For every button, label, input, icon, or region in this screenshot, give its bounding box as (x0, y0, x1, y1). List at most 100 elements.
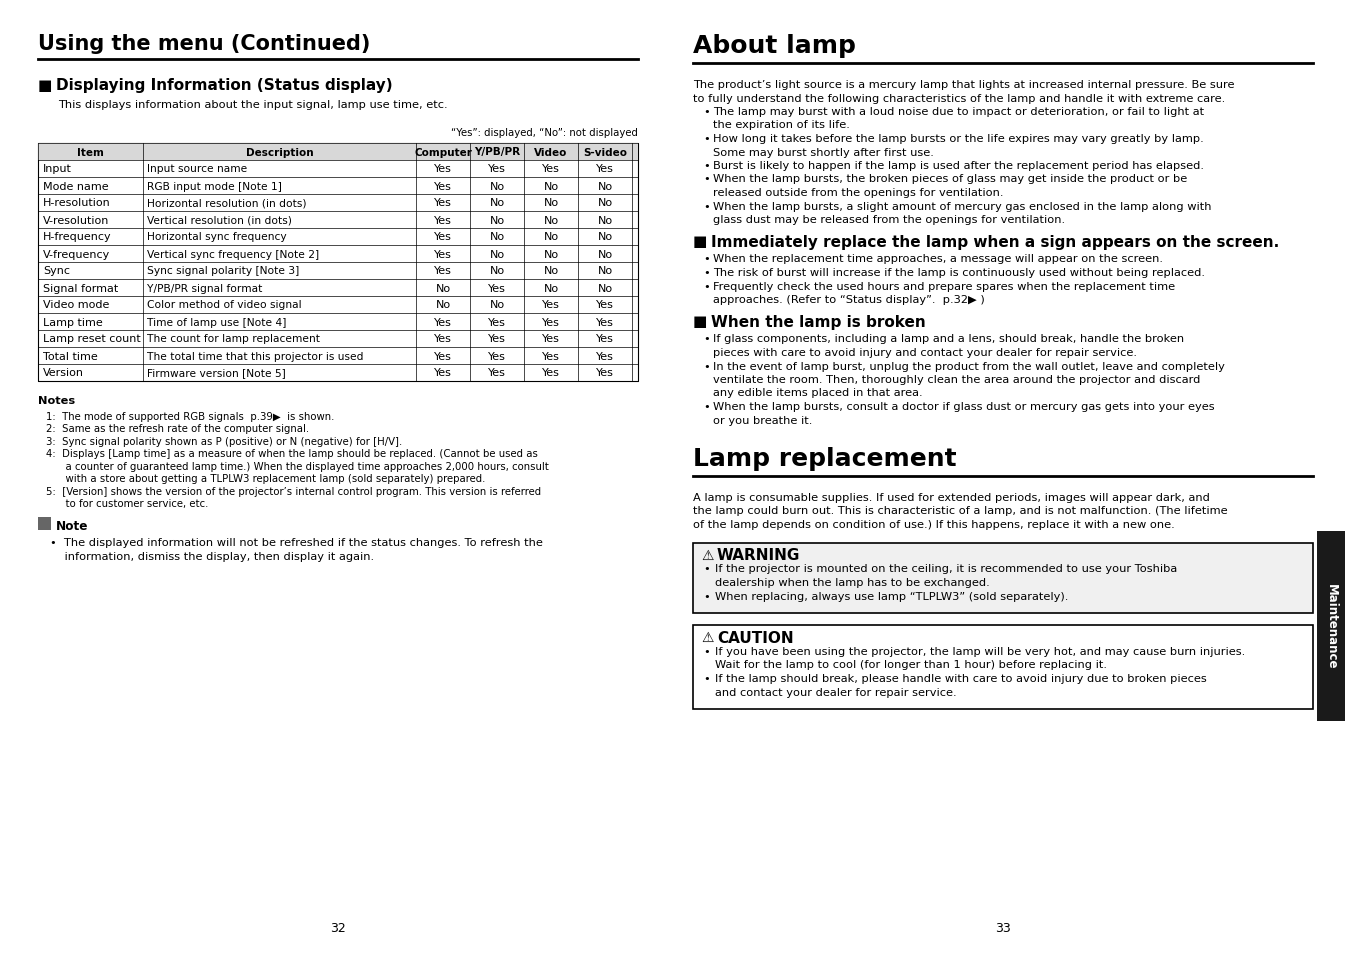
Text: Yes: Yes (542, 351, 559, 361)
Text: Yes: Yes (434, 351, 453, 361)
Text: •: • (703, 133, 709, 144)
Text: Some may burst shortly after first use.: Some may burst shortly after first use. (713, 148, 934, 157)
Text: information, dismiss the display, then display it again.: information, dismiss the display, then d… (50, 551, 374, 561)
Text: Yes: Yes (434, 335, 453, 344)
Text: a counter of guaranteed lamp time.) When the displayed time approaches 2,000 hou: a counter of guaranteed lamp time.) When… (46, 461, 549, 472)
Text: 4:  Displays [Lamp time] as a measure of when the lamp should be replaced. (Cann: 4: Displays [Lamp time] as a measure of … (46, 449, 538, 459)
Text: Mode name: Mode name (43, 181, 108, 192)
Text: and contact your dealer for repair service.: and contact your dealer for repair servi… (715, 687, 957, 697)
Text: Notes: Notes (38, 395, 76, 406)
Text: Yes: Yes (596, 164, 613, 174)
Text: Burst is likely to happen if the lamp is used after the replacement period has e: Burst is likely to happen if the lamp is… (713, 161, 1204, 171)
Bar (1317, 531, 1346, 721)
Text: Horizontal sync frequency: Horizontal sync frequency (147, 233, 286, 242)
Bar (693, 625, 1313, 709)
Text: A lamp is consumable supplies. If used for extended periods, images will appear : A lamp is consumable supplies. If used f… (693, 493, 1210, 502)
Text: No: No (597, 233, 612, 242)
Text: H-frequency: H-frequency (43, 233, 112, 242)
Text: V-frequency: V-frequency (43, 250, 111, 259)
Text: •: • (703, 564, 709, 574)
Text: No: No (435, 300, 451, 310)
Text: No: No (543, 215, 558, 225)
Text: 5:  [Version] shows the version of the projector’s internal control program. Thi: 5: [Version] shows the version of the pr… (46, 486, 542, 497)
Text: V-resolution: V-resolution (43, 215, 109, 225)
Bar (38, 144, 638, 381)
Text: Yes: Yes (488, 335, 505, 344)
Text: Yes: Yes (596, 317, 613, 327)
Text: ⚠: ⚠ (701, 630, 713, 644)
Text: Sync signal polarity [Note 3]: Sync signal polarity [Note 3] (147, 266, 300, 276)
Text: When the replacement time approaches, a message will appear on the screen.: When the replacement time approaches, a … (713, 254, 1163, 264)
Text: Color method of video signal: Color method of video signal (147, 300, 301, 310)
Text: •: • (703, 673, 709, 683)
Text: to for customer service, etc.: to for customer service, etc. (46, 499, 208, 509)
Text: When the lamp bursts, the broken pieces of glass may get inside the product or b: When the lamp bursts, the broken pieces … (713, 174, 1188, 184)
Text: Maintenance: Maintenance (1324, 583, 1337, 669)
Text: Video: Video (534, 148, 567, 157)
Text: If you have been using the projector, the lamp will be very hot, and may cause b: If you have been using the projector, th… (715, 646, 1246, 657)
Text: Immediately replace the lamp when a sign appears on the screen.: Immediately replace the lamp when a sign… (711, 234, 1279, 250)
Text: Input: Input (43, 164, 72, 174)
Text: Computer: Computer (413, 148, 471, 157)
Text: 32: 32 (330, 922, 346, 935)
Text: No: No (489, 266, 504, 276)
Text: If the projector is mounted on the ceiling, it is recommended to use your Toshib: If the projector is mounted on the ceili… (715, 564, 1177, 574)
Text: In the event of lamp burst, unplug the product from the wall outlet, leave and c: In the event of lamp burst, unplug the p… (713, 361, 1225, 371)
Text: Yes: Yes (542, 300, 559, 310)
Text: No: No (489, 181, 504, 192)
Text: No: No (597, 215, 612, 225)
Text: No: No (435, 283, 451, 294)
Text: S-video: S-video (584, 148, 627, 157)
Text: When the lamp is broken: When the lamp is broken (711, 314, 925, 329)
Text: Vertical sync frequency [Note 2]: Vertical sync frequency [Note 2] (147, 250, 319, 259)
Text: of the lamp depends on condition of use.) If this happens, replace it with a new: of the lamp depends on condition of use.… (693, 519, 1175, 530)
Text: This displays information about the input signal, lamp use time, etc.: This displays information about the inpu… (58, 100, 447, 110)
Text: The count for lamp replacement: The count for lamp replacement (147, 335, 320, 344)
Text: If glass components, including a lamp and a lens, should break, handle the broke: If glass components, including a lamp an… (713, 335, 1183, 344)
Text: Sync: Sync (43, 266, 70, 276)
Text: No: No (543, 283, 558, 294)
Text: Yes: Yes (542, 164, 559, 174)
Text: Y/PB/PR: Y/PB/PR (474, 148, 520, 157)
Text: Yes: Yes (434, 198, 453, 209)
Bar (38, 517, 51, 531)
Text: Yes: Yes (434, 266, 453, 276)
Text: Yes: Yes (488, 283, 505, 294)
Text: Frequently check the used hours and prepare spares when the replacement time: Frequently check the used hours and prep… (713, 281, 1175, 292)
Text: No: No (543, 233, 558, 242)
Text: Video mode: Video mode (43, 300, 109, 310)
Text: Yes: Yes (488, 351, 505, 361)
Text: ■: ■ (693, 314, 708, 329)
Text: Yes: Yes (488, 368, 505, 378)
Text: Input source name: Input source name (147, 164, 247, 174)
Text: •  The displayed information will not be refreshed if the status changes. To ref: • The displayed information will not be … (50, 537, 543, 547)
Text: Yes: Yes (434, 233, 453, 242)
Text: When the lamp bursts, consult a doctor if glass dust or mercury gas gets into yo: When the lamp bursts, consult a doctor i… (713, 401, 1215, 412)
Text: Using the menu (Continued): Using the menu (Continued) (38, 34, 370, 54)
Text: ■: ■ (38, 78, 53, 92)
Text: Yes: Yes (434, 164, 453, 174)
Text: Yes: Yes (542, 368, 559, 378)
Text: The total time that this projector is used: The total time that this projector is us… (147, 351, 363, 361)
Text: •: • (703, 335, 709, 344)
Text: approaches. (Refer to “Status display”.  p.32▶ ): approaches. (Refer to “Status display”. … (713, 294, 985, 305)
Text: Version: Version (43, 368, 84, 378)
Text: Yes: Yes (596, 368, 613, 378)
Text: •: • (703, 401, 709, 412)
Text: Displaying Information (Status display): Displaying Information (Status display) (55, 78, 393, 92)
Text: glass dust may be released from the openings for ventilation.: glass dust may be released from the open… (713, 214, 1065, 225)
Text: Yes: Yes (596, 335, 613, 344)
Text: the expiration of its life.: the expiration of its life. (713, 120, 850, 131)
Text: Lamp reset count: Lamp reset count (43, 335, 141, 344)
Text: Wait for the lamp to cool (for longer than 1 hour) before replacing it.: Wait for the lamp to cool (for longer th… (715, 659, 1106, 670)
Text: Yes: Yes (434, 215, 453, 225)
Text: 2:  Same as the refresh rate of the computer signal.: 2: Same as the refresh rate of the compu… (46, 424, 309, 434)
Text: the lamp could burn out. This is characteristic of a lamp, and is not malfunctio: the lamp could burn out. This is charact… (693, 506, 1228, 516)
Text: 33: 33 (996, 922, 1011, 935)
Text: No: No (543, 266, 558, 276)
Text: •: • (703, 161, 709, 171)
Text: ■: ■ (693, 234, 708, 250)
Text: No: No (597, 266, 612, 276)
Text: •: • (703, 174, 709, 184)
Text: ventilate the room. Then, thoroughly clean the area around the projector and dis: ventilate the room. Then, thoroughly cle… (713, 375, 1201, 385)
